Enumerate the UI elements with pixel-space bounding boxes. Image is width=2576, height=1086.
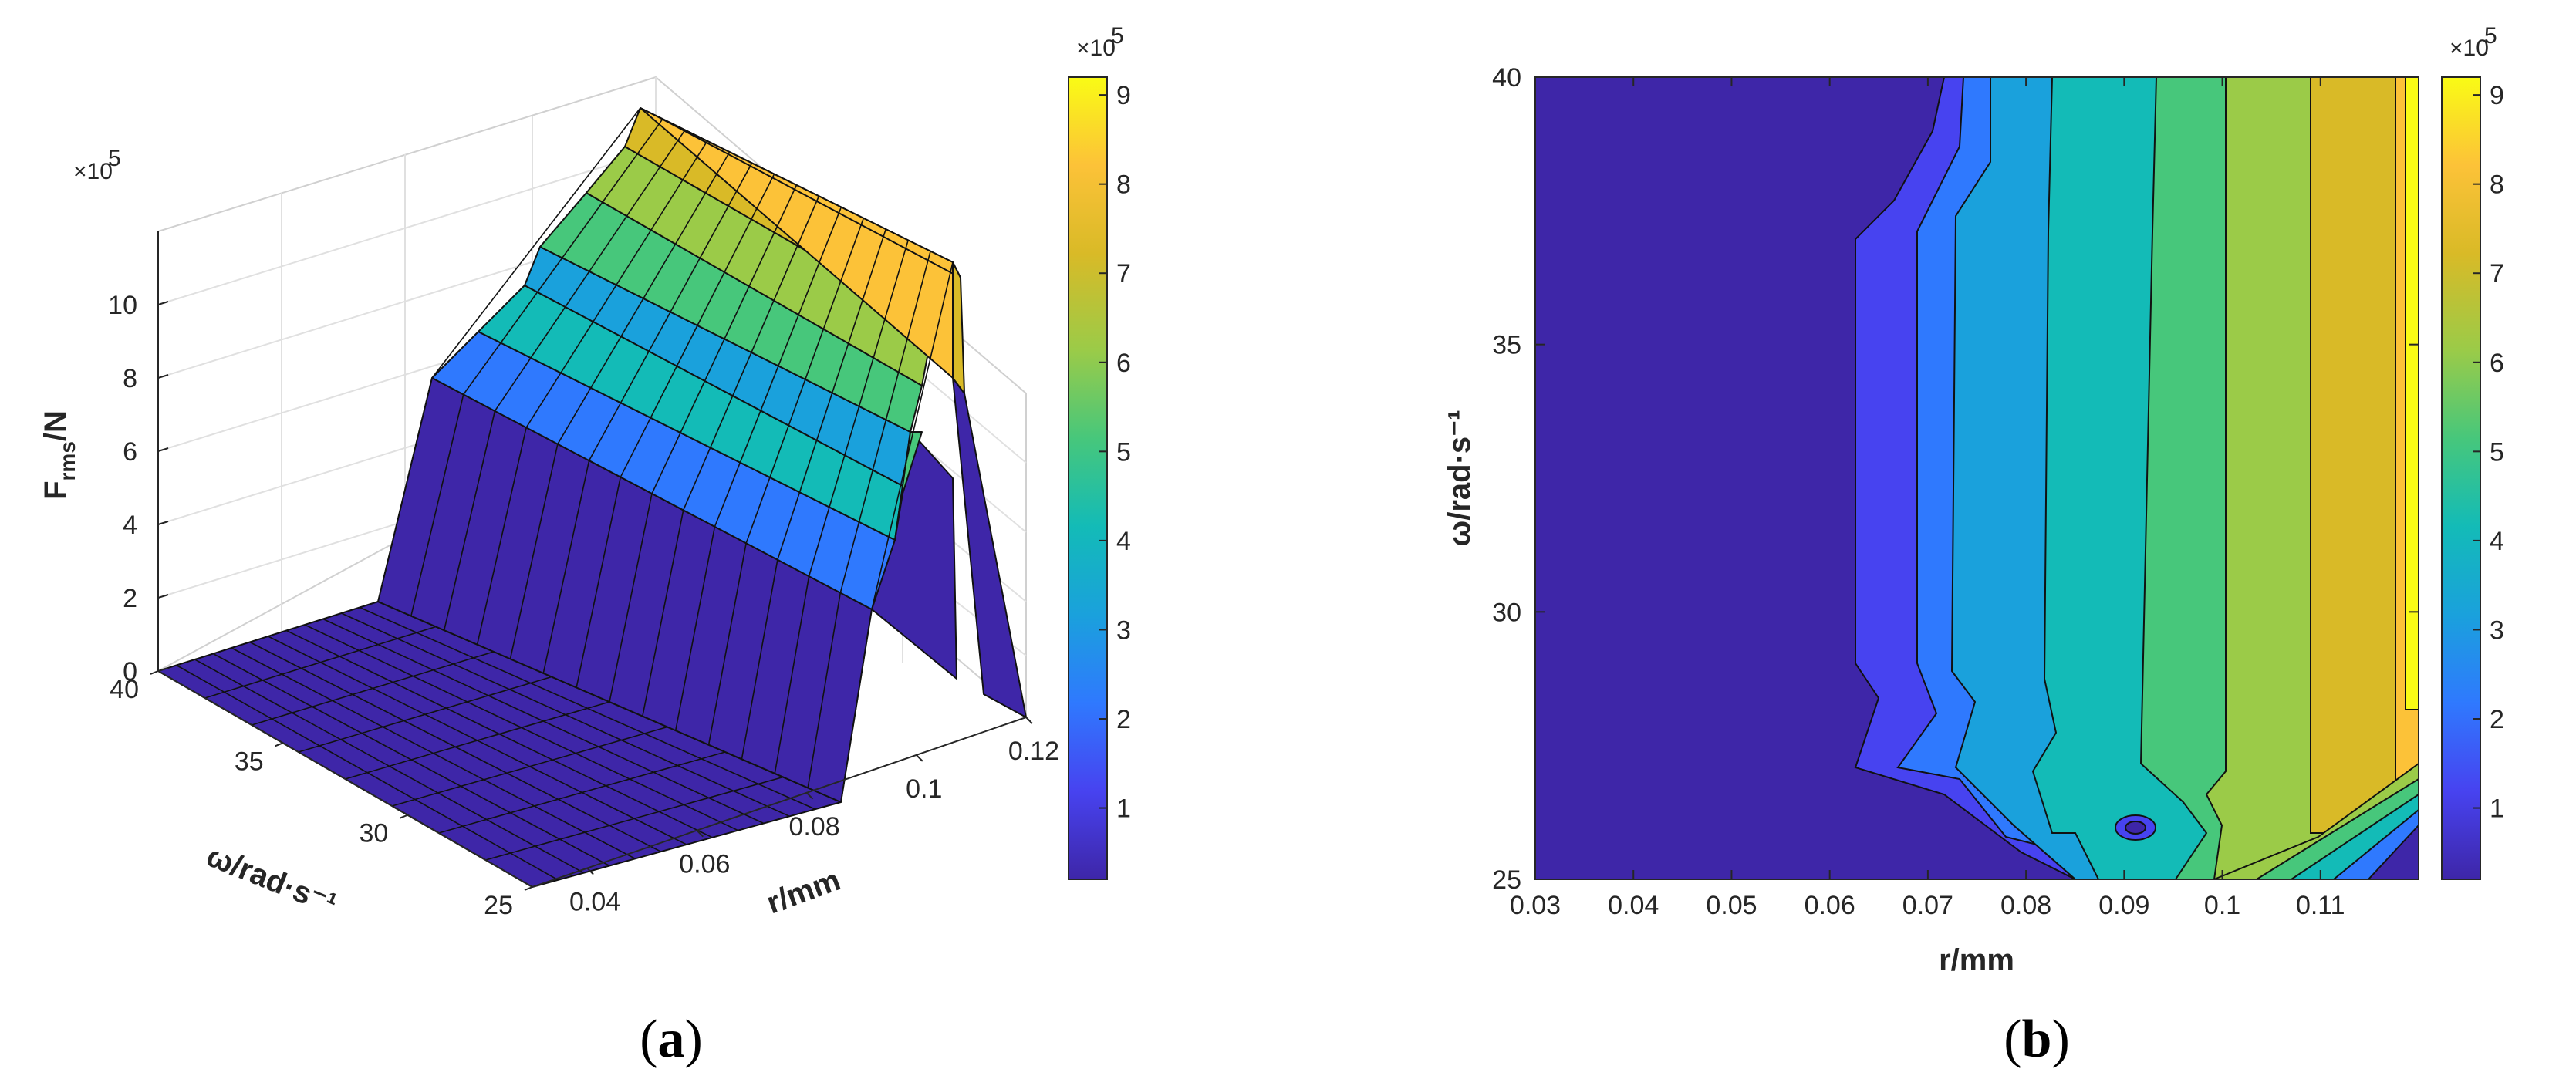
panel-a-y-label: ω/rad·s⁻¹	[202, 839, 342, 922]
surface-mesh	[176, 107, 954, 881]
colorbar-tick-label: 7	[2490, 259, 2504, 288]
panel-a-z-tick-label: 4	[123, 511, 137, 540]
panel-b-colorbar: 1 2 3 4 5 6 7 8 9 ×10 5	[2441, 23, 2504, 880]
colorbar-tick-label: 9	[1116, 81, 1131, 110]
panel-a-x-tick-label: 0.08	[788, 812, 839, 841]
colorbar-tick-label: 6	[2490, 349, 2504, 378]
panel-b-contour-chart: 0.03 0.04 0.05 0.06 0.07 0.08 0.09 0.1 0.11 2530…	[1443, 23, 2504, 977]
panel-a-x-tick-label: 0.04	[569, 888, 620, 917]
svg-text:Frms/N: Frms/N	[39, 410, 79, 500]
panel-b-x-ticks: 0.03 0.04 0.05 0.06 0.07 0.08 0.09 0.1 0.11	[1510, 77, 2345, 920]
panel-a-z-tick-label: 8	[123, 364, 137, 393]
panel-a-colorbar: 1 2 3 4 5 6 7 8 9 ×10 5	[1068, 23, 1131, 880]
colorbar-tick-label: 9	[2490, 81, 2504, 110]
panel-a-x-tick-label: 0.1	[906, 774, 942, 804]
panel-b-colorbar-exponent: ×10	[2449, 35, 2489, 61]
colorbar-tick-label: 5	[1116, 437, 1131, 467]
colorbar-tick-label: 7	[1116, 259, 1131, 288]
panel-a-z-label-main: F	[39, 481, 73, 499]
panel-a-z-tick-label: 2	[123, 584, 137, 613]
surface-right-slope	[952, 261, 965, 394]
colorbar-tick-label: 2	[2490, 705, 2504, 734]
panel-b-x-label: r/mm	[1939, 943, 2014, 977]
panel-b-y-tick-label: 40	[1492, 63, 1521, 93]
colorbar-tick-label: 5	[2490, 437, 2504, 467]
panel-b-x-tick-label: 0.07	[1902, 891, 1953, 920]
panel-b-x-tick-label: 0.09	[2098, 891, 2149, 920]
panel-a-z-label: Frms/N	[39, 410, 79, 500]
colorbar-tick-label: 1	[2490, 794, 2504, 824]
colorbar-tick-label: 3	[1116, 616, 1131, 645]
panel-a-z-tick-label: 10	[108, 291, 137, 320]
contour-band-9	[2405, 76, 2419, 710]
panel-a-colorbar-exponent: ×10	[1076, 35, 1116, 61]
colorbar-tick-label: 8	[1116, 170, 1131, 200]
panel-b-x-tick-label: 0.11	[2296, 891, 2345, 920]
panel-b-x-tick-label: 0.03	[1510, 891, 1561, 920]
panel-a-z-exponent: ×10	[73, 159, 113, 184]
panel-b-y-tick-label: 30	[1492, 598, 1521, 627]
panel-b-y-tick-label: 25	[1492, 865, 1521, 895]
panel-a-x-tick-label: 0.12	[1008, 737, 1059, 766]
panel-a-x-tick-label: 0.06	[679, 850, 730, 879]
panel-b-x-tick-label: 0.04	[1608, 891, 1659, 920]
panel-b-contour-fill	[1535, 76, 2419, 880]
caption-a: (a)	[640, 1010, 703, 1069]
colorbar-tick-label: 8	[2490, 170, 2504, 200]
panel-b-plot-frame	[1534, 76, 2419, 880]
colorbar-tick-label: 1	[1116, 794, 1131, 824]
panel-a-z-label-tail: /N	[39, 410, 73, 441]
colorbar-tick-label: 4	[2490, 527, 2504, 556]
panel-a-surface	[157, 107, 1027, 888]
panel-a-z-tick-label: 6	[123, 437, 137, 467]
panel-a-z-label-sub: rms	[56, 441, 79, 481]
panel-b-y-label: ω/rad·s⁻¹	[1443, 410, 1477, 546]
panel-a-y-tick-label: 35	[235, 747, 264, 776]
panel-b-x-tick-label: 0.1	[2204, 891, 2240, 920]
colorbar-tick-label: 3	[2490, 616, 2504, 645]
colorbar-tick-label: 6	[1116, 349, 1131, 378]
panel-b-x-tick-label: 0.06	[1805, 891, 1855, 920]
panel-a-y-tick-label: 25	[484, 891, 513, 920]
panel-a-y-tick-label: 30	[360, 819, 389, 848]
colorbar-tick-label: 2	[1116, 705, 1131, 734]
panel-b-colorbar-exponent-power: 5	[2484, 23, 2497, 49]
panel-b-y-ticks: 25 30 35 40	[1492, 63, 2419, 895]
panel-a-colorbar-exponent-power: 5	[1111, 23, 1124, 49]
panel-a-z-exponent-power: 5	[108, 146, 121, 171]
panel-a-y-tick-label: 40	[110, 675, 139, 704]
panel-a-x-label: r/mm	[762, 863, 845, 921]
panel-b-x-tick-label: 0.08	[2000, 891, 2051, 920]
caption-b: (b)	[2004, 1010, 2070, 1069]
colorbar-tick-label: 4	[1116, 527, 1131, 556]
panel-a-z-axis: 0 2 4 6 8 10 ×10 5 Frms/N	[39, 146, 169, 686]
panel-a-z-tick-label: 0	[123, 657, 137, 686]
panel-b-x-tick-label: 0.05	[1706, 891, 1757, 920]
panel-b-y-tick-label: 35	[1492, 331, 1521, 360]
